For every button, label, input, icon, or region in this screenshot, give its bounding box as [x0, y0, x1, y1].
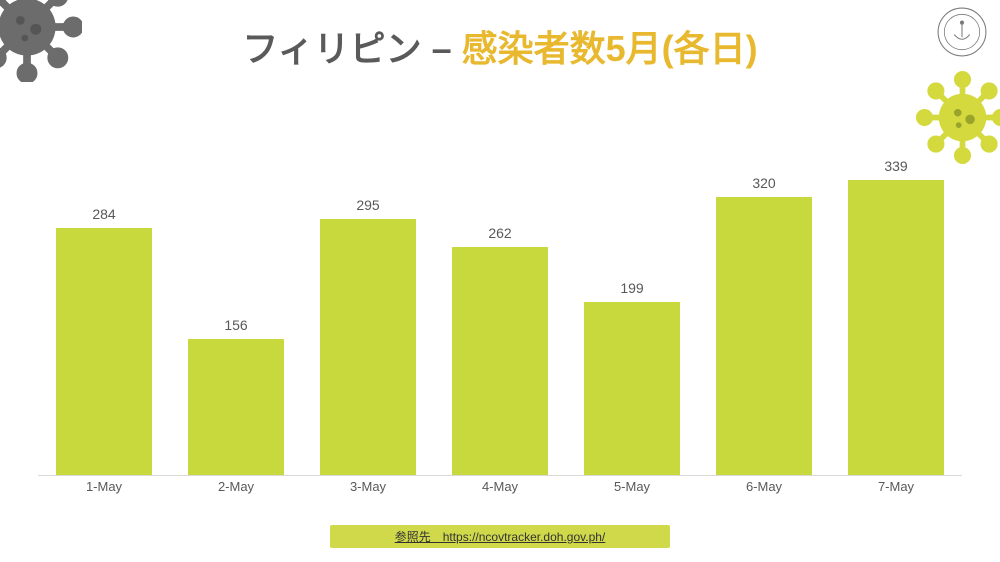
bar-value-label: 320 — [752, 175, 775, 191]
x-tick-label: 2-May — [170, 476, 302, 496]
chart-col: 199 — [566, 162, 698, 475]
source-link[interactable]: 参照先 https://ncovtracker.doh.gov.ph/ — [340, 528, 660, 545]
source-bar: 参照先 https://ncovtracker.doh.gov.ph/ — [330, 525, 670, 548]
chart-col: 339 — [830, 162, 962, 475]
x-tick-label: 5-May — [566, 476, 698, 496]
chart-col: 262 — [434, 162, 566, 475]
bar-chart: 284 156 295 262 199 320 339 1-May2-May3-May4-M… — [30, 162, 970, 496]
title-part1: フィリピン – — [242, 28, 461, 69]
x-tick-label: 4-May — [434, 476, 566, 496]
bar: 156 — [188, 339, 283, 475]
bar-value-label: 199 — [620, 280, 643, 296]
bar-value-label: 262 — [488, 225, 511, 241]
bar: 262 — [452, 247, 547, 475]
title-part2: 感染者数5月(各日) — [462, 28, 758, 69]
page-title: フィリピン – 感染者数5月(各日) — [0, 20, 1000, 72]
chart-col: 156 — [170, 162, 302, 475]
bar: 199 — [584, 302, 679, 475]
chart-col: 295 — [302, 162, 434, 475]
virus-yellow-icon — [915, 70, 1000, 165]
bar-value-label: 295 — [356, 197, 379, 213]
bar: 320 — [716, 197, 811, 475]
bar: 295 — [320, 219, 415, 475]
bar: 339 — [848, 180, 943, 475]
bar-value-label: 284 — [92, 206, 115, 222]
x-tick-label: 6-May — [698, 476, 830, 496]
chart-col: 320 — [698, 162, 830, 475]
chart-col: 284 — [38, 162, 170, 475]
bar-value-label: 156 — [224, 317, 247, 333]
x-tick-label: 7-May — [830, 476, 962, 496]
x-tick-label: 3-May — [302, 476, 434, 496]
bar: 284 — [56, 228, 151, 475]
x-tick-label: 1-May — [38, 476, 170, 496]
bar-value-label: 339 — [884, 158, 907, 174]
